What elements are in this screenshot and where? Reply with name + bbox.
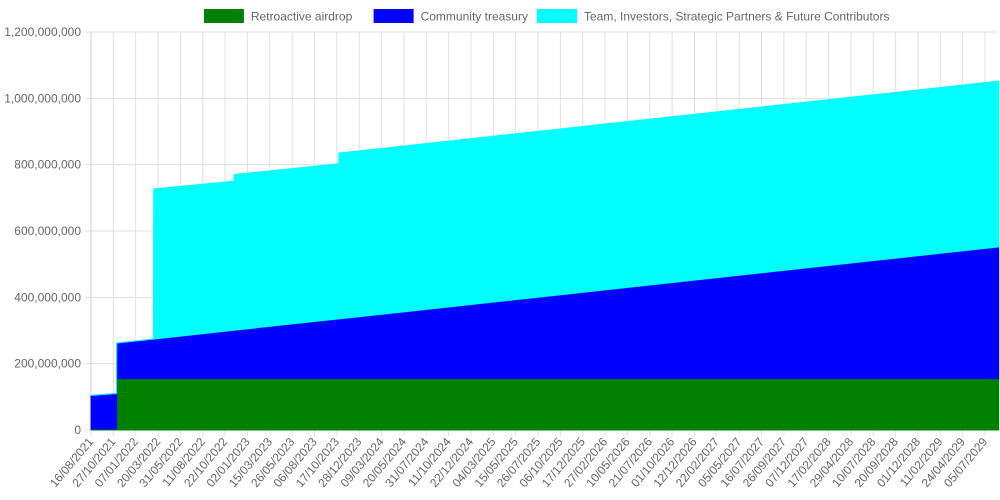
legend-label: Community treasury (421, 10, 528, 24)
legend-item[interactable]: Community treasury (373, 9, 528, 24)
areas (90, 80, 1000, 431)
legend-item[interactable]: Retroactive airdrop (203, 9, 353, 24)
legend-label: Retroactive airdrop (251, 10, 353, 24)
area-retroactive-airdrop (90, 378, 1000, 431)
y-axis: 0 200,000,000 400,000,000 600,000,000 800,00… (4, 25, 81, 437)
y-tick-label: 0 (74, 423, 81, 437)
legend: Retroactive airdrop Community treasury Tea… (203, 9, 889, 24)
y-tick-label: 400,000,000 (14, 290, 81, 304)
legend-item[interactable]: Team, Investors, Strategic Partners & Fu… (537, 9, 889, 24)
y-tick-label: 800,000,000 (14, 158, 81, 172)
legend-swatch (537, 9, 577, 23)
y-tick-label: 1,200,000,000 (4, 25, 81, 39)
y-tick-label: 200,000,000 (14, 357, 81, 371)
area-team-investors-strategic-partners-future-contributors (90, 80, 1000, 396)
y-tick-label: 1,000,000,000 (4, 91, 81, 105)
x-axis: 16/08/202127/10/202107/01/202220/03/2022… (47, 435, 991, 490)
legend-swatch (203, 9, 244, 23)
legend-label: Team, Investors, Strategic Partners & Fu… (584, 10, 889, 24)
y-tick-label: 600,000,000 (14, 224, 81, 238)
legend-swatch (373, 9, 414, 23)
